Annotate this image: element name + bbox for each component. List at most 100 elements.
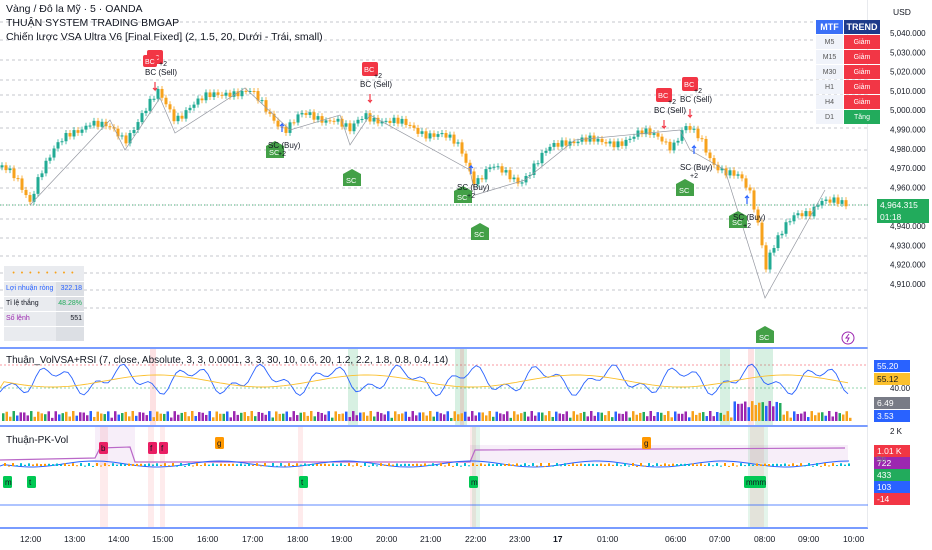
candle-body bbox=[548, 146, 552, 151]
stats-value-trades: 551 bbox=[55, 311, 84, 327]
ind1-volume-bar bbox=[681, 413, 684, 421]
ind2-marker bbox=[744, 476, 766, 488]
strategy-legend[interactable]: Chiến lược VSA Ultra V6 [Final Fixed] (2… bbox=[6, 31, 323, 43]
candle-body bbox=[168, 104, 172, 110]
ind2-hist-bar bbox=[120, 463, 122, 466]
ind2-marker-label: t bbox=[301, 478, 304, 487]
candle-body bbox=[172, 109, 176, 122]
ind1-volume-bar bbox=[712, 416, 715, 421]
system-text: THUẬN SYSTEM TRADING BMGAP bbox=[6, 17, 180, 29]
ind1-volume-bar bbox=[194, 415, 197, 421]
price-tick-label: 4,940.000 bbox=[890, 222, 926, 231]
ind2-hist-bar bbox=[640, 463, 642, 466]
candle-body bbox=[528, 174, 532, 176]
ind2-hist-bar bbox=[168, 465, 170, 467]
candle-body bbox=[404, 118, 408, 125]
sell-marker-label: BC bbox=[364, 65, 375, 74]
price-tick-label: 4,920.000 bbox=[890, 261, 926, 270]
ind1-volume-bar bbox=[551, 416, 554, 421]
ind2-hist-bar bbox=[396, 463, 398, 466]
ind2-hist-bar bbox=[816, 463, 818, 466]
ind2-hist-bar bbox=[652, 465, 654, 467]
candle-body bbox=[56, 142, 60, 149]
indicator2-title[interactable]: Thuận-PK-Vol bbox=[6, 435, 68, 446]
ind1-volume-bar bbox=[625, 411, 628, 421]
candle-body bbox=[656, 133, 660, 137]
buy-arrow-icon bbox=[691, 144, 697, 154]
ind2-hist-bar bbox=[392, 464, 394, 466]
candle-body bbox=[108, 126, 112, 128]
ind1-volume-bar bbox=[352, 411, 355, 421]
ind2-marker-label: mmm bbox=[746, 478, 766, 487]
ind1-volume-bar bbox=[835, 411, 838, 421]
ind2-hist-bar bbox=[244, 464, 246, 466]
candle-body bbox=[836, 197, 840, 204]
candle-body bbox=[544, 150, 548, 153]
currency-label[interactable]: USD bbox=[893, 7, 911, 17]
ind2-hist-bar bbox=[584, 464, 586, 466]
buy-signal: SC bbox=[454, 186, 472, 203]
ind2-hist-bar bbox=[748, 463, 750, 466]
mtf-trend-h1: Giảm bbox=[844, 80, 880, 94]
ind2-hist-bar bbox=[556, 463, 558, 466]
candle-body bbox=[744, 178, 748, 188]
ind1-volume-bar bbox=[75, 415, 78, 421]
ind1-volume-bar bbox=[86, 415, 89, 421]
candle-body bbox=[476, 178, 480, 185]
ind2-marker-label: f bbox=[161, 444, 164, 453]
ind1-volume-bar bbox=[642, 411, 645, 421]
candle-body bbox=[840, 200, 844, 204]
ind1-volume-bar bbox=[597, 412, 600, 421]
ind2-hist-bar bbox=[696, 464, 698, 466]
ind2-hist-bar bbox=[660, 464, 662, 466]
ind1-volume-bar bbox=[359, 412, 362, 421]
sell-signal: BC BC (Sell)+2 bbox=[654, 88, 686, 130]
candle-body bbox=[288, 122, 292, 133]
ind1-volume-bar bbox=[758, 402, 761, 421]
candle-body bbox=[72, 130, 76, 137]
candle-body bbox=[200, 98, 204, 101]
indicator1-title[interactable]: Thuận_VolVSA+RSI (7, close, Absolute, 3,… bbox=[6, 355, 448, 366]
candle-body bbox=[788, 221, 792, 223]
time-tick-label: 13:00 bbox=[64, 534, 86, 544]
ind1-volume-bar bbox=[618, 413, 621, 421]
ind1-volume-bar bbox=[600, 412, 603, 421]
ind2-hist-bar bbox=[212, 463, 214, 466]
buy-text: SC (Buy) bbox=[457, 183, 490, 192]
symbol-legend[interactable]: Vàng / Đô la Mỹ · 5 · OANDA bbox=[6, 3, 143, 15]
ind2-hist-bar bbox=[532, 463, 534, 466]
ind1-volume-bar bbox=[9, 416, 12, 421]
ind2-hist-bar bbox=[336, 464, 338, 466]
candle-body bbox=[808, 211, 812, 217]
ind2-marker-label: f bbox=[150, 444, 153, 453]
candle-body bbox=[232, 91, 236, 97]
ind1-volume-bar bbox=[635, 414, 638, 421]
ind1-volume-bar bbox=[761, 402, 764, 421]
ind1-volume-bar bbox=[499, 413, 502, 421]
candle-body bbox=[44, 160, 48, 174]
mtf-tf-h1: H1 bbox=[816, 80, 843, 94]
ind2-hist-bar bbox=[520, 464, 522, 466]
ind2-hist-bar bbox=[320, 463, 322, 466]
candle-body bbox=[576, 141, 580, 144]
price-tick-label: 4,990.000 bbox=[890, 126, 926, 135]
candle-body bbox=[648, 128, 652, 135]
ind2-hist-bar bbox=[112, 463, 114, 466]
buy-arrow-icon bbox=[468, 164, 474, 174]
ind2-hist-bar bbox=[512, 464, 514, 466]
candle-body bbox=[352, 123, 356, 132]
ind2-hist-bar bbox=[796, 464, 798, 466]
ind1-tag-2: 55.12 bbox=[874, 373, 910, 385]
candle-body bbox=[452, 134, 456, 144]
candle-body bbox=[312, 112, 316, 120]
candle-body bbox=[372, 117, 376, 122]
ind1-volume-bar bbox=[607, 411, 610, 421]
time-tick-label: 20:00 bbox=[376, 534, 398, 544]
candle-body bbox=[196, 98, 200, 105]
candle-body bbox=[132, 130, 136, 134]
candle-body bbox=[624, 139, 628, 146]
ind1-volume-bar bbox=[254, 416, 257, 421]
ind2-hist-bar bbox=[420, 464, 422, 466]
